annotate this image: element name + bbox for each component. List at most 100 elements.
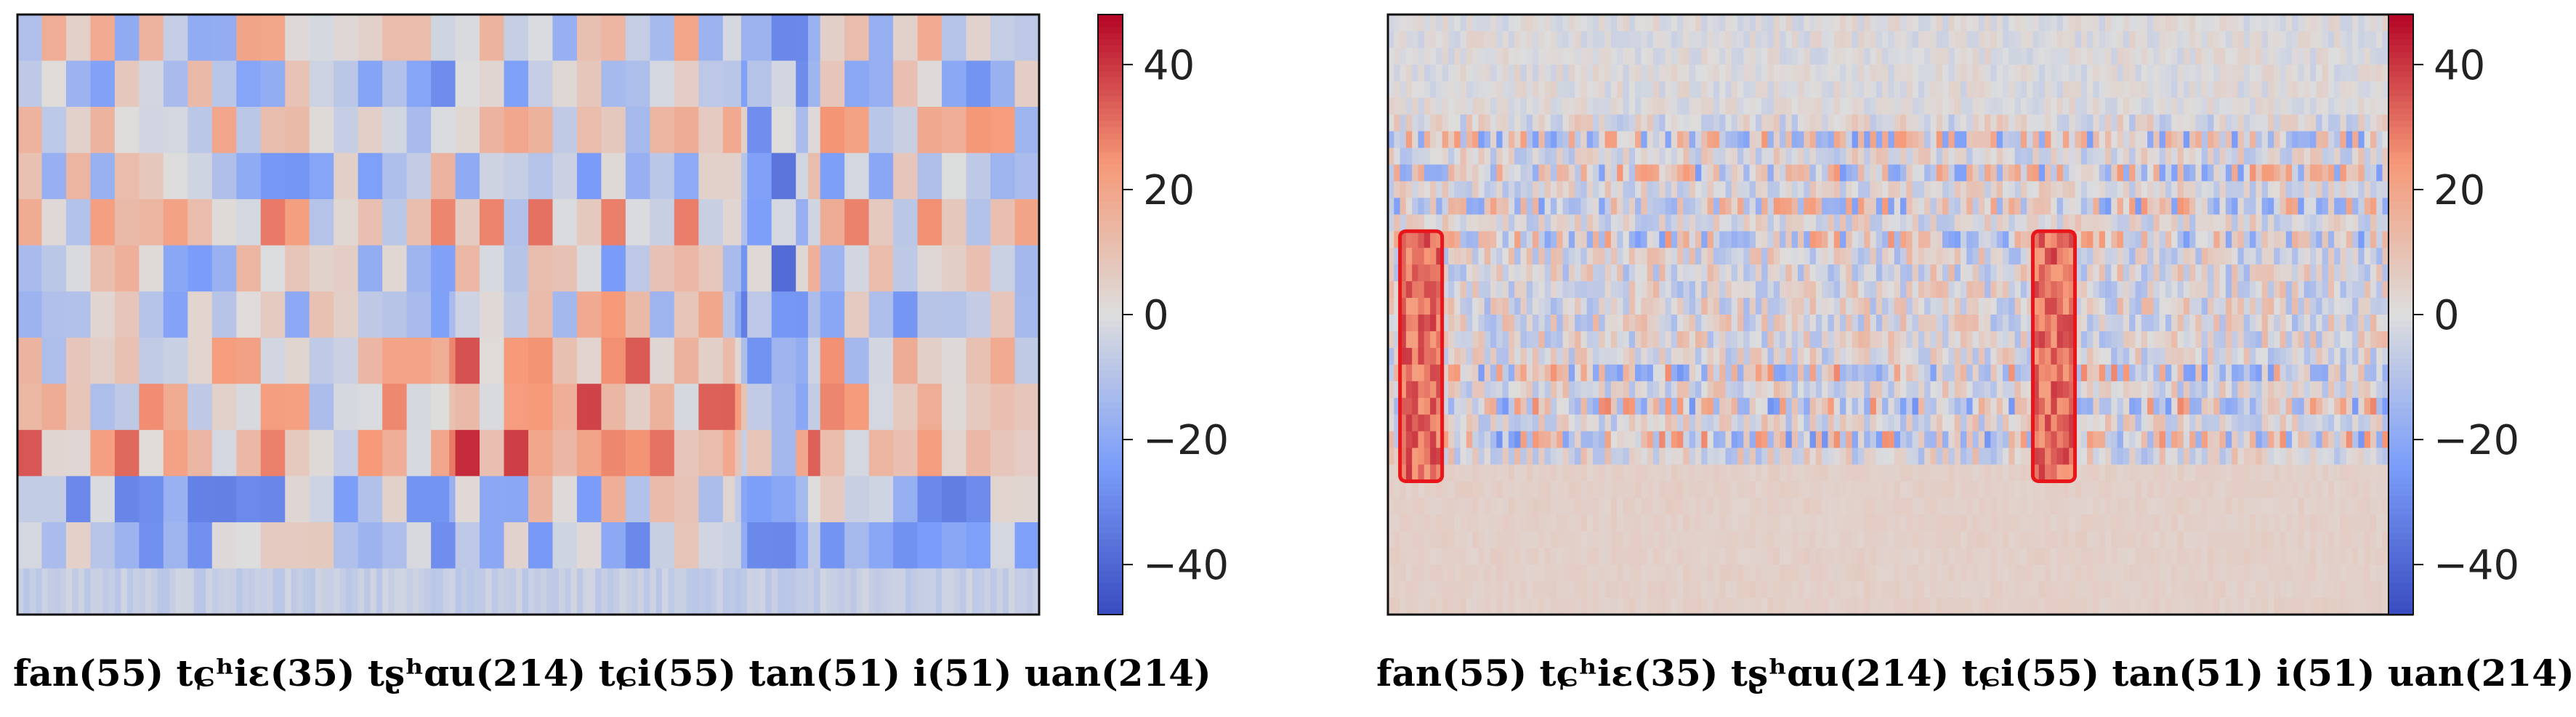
left-heatmap-cell (175, 568, 182, 615)
right-heatmap-cell (1533, 131, 1539, 149)
right-heatmap-cell (1683, 231, 1690, 248)
left-heatmap-cell (309, 60, 316, 108)
right-heatmap-cell (1755, 64, 1762, 82)
right-heatmap-cell (2153, 147, 2160, 166)
right-heatmap-cell (1960, 214, 1967, 232)
left-heatmap-cell (558, 15, 565, 62)
right-heatmap-cell (1894, 131, 1901, 149)
left-heatmap-cell (249, 522, 255, 570)
right-heatmap-cell (2213, 147, 2221, 166)
right-heatmap-cell (2304, 31, 2311, 49)
right-heatmap-cell (1405, 164, 1413, 182)
right-heatmap-cell (1846, 198, 1853, 215)
right-heatmap-cell (1852, 181, 1859, 198)
left-heatmap-cell (552, 60, 560, 108)
right-heatmap-cell (2280, 164, 2287, 182)
left-heatmap-cell (345, 337, 352, 384)
right-heatmap-cell (1628, 164, 1636, 182)
right-heatmap-cell (1502, 131, 1509, 149)
right-heatmap-cell (1719, 231, 1727, 248)
right-heatmap-cell (1695, 31, 1702, 49)
left-heatmap-cell (911, 245, 918, 292)
left-heatmap-cell (249, 337, 255, 384)
right-heatmap-cell (1804, 97, 1811, 116)
right-heatmap-cell (2267, 264, 2274, 282)
right-heatmap-cell (1641, 31, 1648, 49)
left-heatmap-cell (60, 245, 67, 292)
left-heatmap-cell (540, 15, 547, 62)
left-heatmap-cell (449, 337, 456, 384)
right-heatmap-cell (1870, 31, 1877, 49)
left-heatmap-cell (236, 107, 243, 154)
right-heatmap-cell (1809, 248, 1817, 265)
right-heatmap-cell (2285, 81, 2293, 99)
left-heatmap-cell (60, 153, 67, 200)
left-heatmap-cell (570, 568, 578, 615)
left-heatmap-cell (126, 568, 134, 615)
left-heatmap-cell (778, 337, 785, 384)
right-heatmap-cell (1761, 181, 1769, 198)
right-heatmap-cell (1780, 164, 1787, 182)
left-heatmap-cell (473, 15, 480, 62)
right-heatmap-cell (2352, 248, 2359, 265)
right-heatmap-cell (1593, 31, 1599, 49)
left-heatmap-cell (17, 153, 24, 200)
right-heatmap-cell (2304, 114, 2311, 132)
right-heatmap-cell (1840, 181, 1846, 198)
right-heatmap-cell (2069, 214, 2076, 232)
right-heatmap-cell (1972, 214, 1979, 232)
right-heatmap-cell (1514, 164, 1522, 182)
left-heatmap-cell (133, 245, 140, 292)
right-heatmap-cell (1798, 15, 1804, 32)
right-heatmap-cell (1430, 164, 1437, 182)
right-heatmap-cell (2219, 97, 2226, 116)
left-heatmap-cell (789, 429, 796, 477)
left-heatmap-cell (193, 568, 201, 615)
right-heatmap-cell (2256, 198, 2263, 215)
right-heatmap-cell (2080, 147, 2088, 166)
left-heatmap-cell (589, 568, 596, 615)
right-heatmap-cell (1593, 214, 1599, 232)
left-heatmap-cell (388, 337, 395, 384)
left-heatmap-cell (249, 199, 255, 246)
right-heatmap-cell (1689, 64, 1696, 82)
right-heatmap-cell (1695, 264, 1702, 282)
right-heatmap-cell (1822, 31, 1829, 49)
right-heatmap-cell (2189, 47, 2197, 65)
right-heatmap-cell (2219, 31, 2226, 49)
right-heatmap-cell (1466, 164, 1473, 182)
right-heatmap-cell (2310, 198, 2317, 215)
right-heatmap-cell (2346, 97, 2353, 116)
left-heatmap-cell (704, 337, 711, 384)
right-heatmap-cell (2056, 231, 2064, 248)
right-heatmap-cell (1966, 47, 1974, 65)
left-heatmap-cell (449, 60, 456, 108)
right-heatmap-cell (1767, 31, 1774, 49)
right-heatmap-cell (1924, 97, 1931, 116)
right-heatmap-cell (2069, 81, 2076, 99)
left-heatmap-cell (850, 476, 857, 523)
right-heatmap-cell (1966, 248, 1974, 265)
right-heatmap-cell (1575, 31, 1582, 49)
left-heatmap-cell (431, 15, 438, 62)
left-heatmap-cell (844, 476, 852, 523)
left-heatmap-cell (771, 60, 778, 108)
right-heatmap-cell (1580, 164, 1588, 182)
right-heatmap-cell (1484, 147, 1491, 166)
right-heatmap-cell (2243, 231, 2250, 248)
left-heatmap-cell (722, 107, 730, 154)
left-heatmap-cell (607, 107, 614, 154)
right-heatmap-cell (2141, 64, 2148, 82)
left-heatmap-cell (485, 60, 493, 108)
left-heatmap-cell (303, 153, 310, 200)
left-heatmap-cell (449, 199, 456, 246)
right-heatmap-cell (1985, 15, 1992, 32)
left-heatmap-cell (996, 522, 1004, 570)
right-heatmap-cell (2080, 31, 2088, 49)
right-heatmap-cell (1514, 31, 1522, 49)
right-heatmap-cell (2189, 31, 2197, 49)
right-heatmap-cell (2141, 214, 2148, 232)
left-heatmap-cell (29, 568, 36, 615)
left-heatmap-cell (473, 199, 480, 246)
